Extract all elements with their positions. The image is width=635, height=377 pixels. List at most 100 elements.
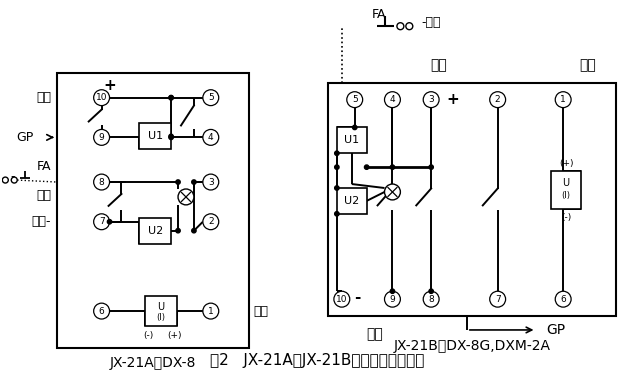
Circle shape (169, 95, 173, 100)
Circle shape (406, 23, 413, 30)
Bar (337, 127, 366, 153)
Bar (139, 124, 171, 149)
Circle shape (203, 174, 218, 190)
Text: FA: FA (371, 8, 386, 21)
Text: U1: U1 (344, 135, 359, 146)
Circle shape (391, 165, 394, 169)
Circle shape (555, 291, 571, 307)
Circle shape (429, 289, 433, 293)
Circle shape (391, 289, 394, 293)
Circle shape (335, 165, 339, 169)
Circle shape (169, 95, 173, 100)
Text: +: + (446, 92, 459, 107)
Circle shape (385, 184, 401, 200)
Text: 电源: 电源 (431, 58, 448, 72)
Text: FA: FA (36, 160, 51, 173)
Text: GP: GP (546, 323, 565, 337)
Text: 6: 6 (560, 295, 566, 304)
Circle shape (93, 129, 110, 145)
Circle shape (397, 23, 404, 30)
Text: 4: 4 (208, 133, 213, 142)
Text: 9: 9 (98, 133, 105, 142)
Circle shape (203, 90, 218, 106)
Text: 5: 5 (352, 95, 358, 104)
Text: JX-21A代DX-8: JX-21A代DX-8 (109, 356, 196, 370)
Text: 3: 3 (208, 178, 213, 187)
Text: 8: 8 (98, 178, 105, 187)
Text: 8: 8 (428, 295, 434, 304)
Text: 9: 9 (389, 295, 396, 304)
Text: 3: 3 (428, 95, 434, 104)
Text: U2: U2 (147, 226, 163, 236)
Text: U: U (157, 302, 164, 312)
Text: 7: 7 (98, 217, 105, 226)
Circle shape (335, 211, 339, 216)
Circle shape (176, 228, 180, 233)
Circle shape (490, 92, 505, 107)
Bar (551, 171, 581, 209)
Circle shape (192, 228, 196, 233)
Text: -复归: -复归 (421, 16, 441, 29)
Text: (I): (I) (157, 313, 166, 322)
Text: 电源: 电源 (366, 327, 383, 341)
Circle shape (169, 134, 173, 139)
Circle shape (93, 303, 110, 319)
Circle shape (176, 180, 180, 184)
Text: 6: 6 (98, 307, 105, 316)
Text: 启动: 启动 (580, 58, 596, 72)
Text: GP: GP (16, 131, 33, 144)
Text: 2: 2 (208, 217, 213, 226)
Circle shape (93, 90, 110, 106)
Circle shape (385, 291, 401, 307)
Circle shape (429, 165, 433, 169)
Circle shape (334, 291, 350, 307)
Circle shape (93, 214, 110, 230)
Circle shape (93, 174, 110, 190)
Text: U2: U2 (344, 196, 359, 206)
Text: +: + (103, 78, 116, 93)
Circle shape (423, 291, 439, 307)
Circle shape (203, 303, 218, 319)
Circle shape (347, 92, 363, 107)
Text: 7: 7 (495, 295, 500, 304)
Circle shape (335, 151, 339, 155)
Circle shape (352, 125, 357, 130)
Text: 电源-: 电源- (32, 215, 51, 228)
Circle shape (11, 177, 17, 183)
Text: JX-21B代DX-8G,DXM-2A: JX-21B代DX-8G,DXM-2A (393, 339, 551, 353)
Circle shape (203, 129, 218, 145)
Text: 启动: 启动 (253, 305, 269, 317)
Bar (139, 218, 171, 244)
Text: (+): (+) (167, 331, 182, 340)
Text: 复归: 复归 (36, 190, 51, 202)
Bar (328, 83, 616, 316)
Text: (+): (+) (559, 159, 573, 168)
Text: U: U (563, 178, 570, 188)
Text: 电源: 电源 (36, 91, 51, 104)
Circle shape (203, 214, 218, 230)
Text: 10: 10 (336, 295, 347, 304)
Text: 5: 5 (208, 93, 213, 102)
Circle shape (178, 189, 194, 205)
Text: (-): (-) (143, 331, 154, 340)
Circle shape (385, 92, 401, 107)
Circle shape (335, 186, 339, 190)
Text: 10: 10 (96, 93, 107, 102)
Text: U1: U1 (148, 132, 163, 141)
Text: 1: 1 (208, 307, 213, 316)
Circle shape (555, 92, 571, 107)
Bar (337, 188, 366, 214)
Text: 图2   JX-21A、JX-21B接线图（正视图）: 图2 JX-21A、JX-21B接线图（正视图） (210, 353, 424, 368)
Text: -: - (354, 290, 361, 305)
Text: 4: 4 (390, 95, 395, 104)
Circle shape (364, 165, 369, 169)
Bar (57, 73, 248, 348)
Text: 2: 2 (495, 95, 500, 104)
Circle shape (3, 177, 8, 183)
Circle shape (423, 92, 439, 107)
Text: (-): (-) (561, 213, 572, 222)
Bar (145, 296, 177, 326)
Circle shape (169, 135, 173, 139)
Circle shape (490, 291, 505, 307)
Circle shape (192, 180, 196, 184)
